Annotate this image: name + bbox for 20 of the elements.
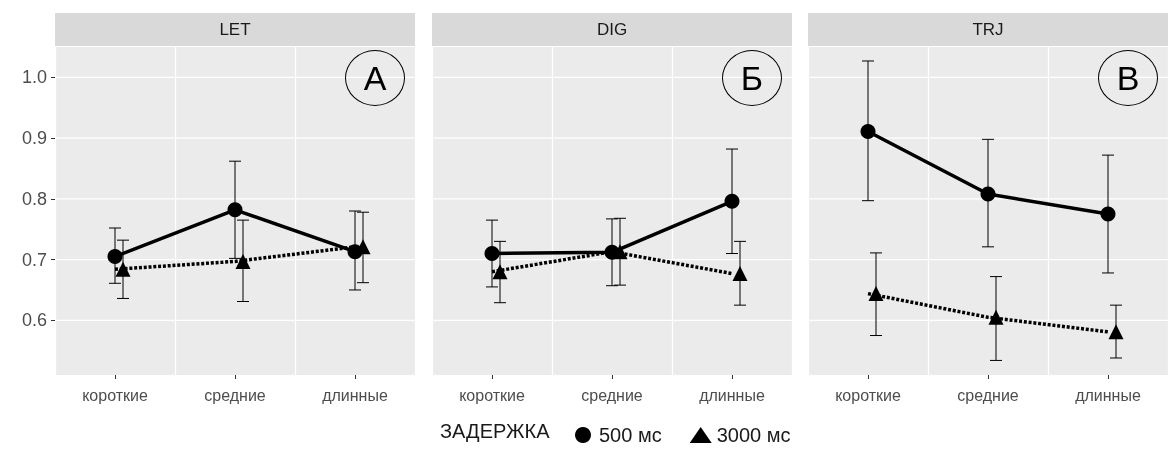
y-tick-label: 0.7 bbox=[21, 249, 47, 270]
annotation: Б bbox=[722, 50, 782, 106]
y-tick-label: 1.0 bbox=[21, 67, 47, 88]
x-tick-label: средние bbox=[957, 386, 1019, 404]
annotation: А bbox=[345, 50, 405, 106]
x-tick-label: средние bbox=[581, 386, 643, 404]
x-tick-label: короткие bbox=[459, 386, 525, 404]
x-tick-label: длинные bbox=[699, 386, 765, 404]
y-tick-label: 0.6 bbox=[21, 310, 47, 331]
x-tick-label: средние bbox=[204, 386, 266, 404]
legend-title: ЗАДЕРЖКА bbox=[440, 420, 551, 442]
annotation: В bbox=[1098, 50, 1158, 106]
legend-label: 500 мс bbox=[599, 424, 662, 446]
y-tick-label: 0.9 bbox=[21, 128, 47, 149]
legend-label: 3000 мс bbox=[716, 424, 791, 446]
x-tick-label: короткие bbox=[835, 386, 901, 404]
x-tick-label: длинные bbox=[322, 386, 388, 404]
x-tick-label: длинные bbox=[1075, 386, 1141, 404]
y-tick-label: 0.8 bbox=[21, 188, 47, 209]
x-tick-label: короткие bbox=[82, 386, 148, 404]
